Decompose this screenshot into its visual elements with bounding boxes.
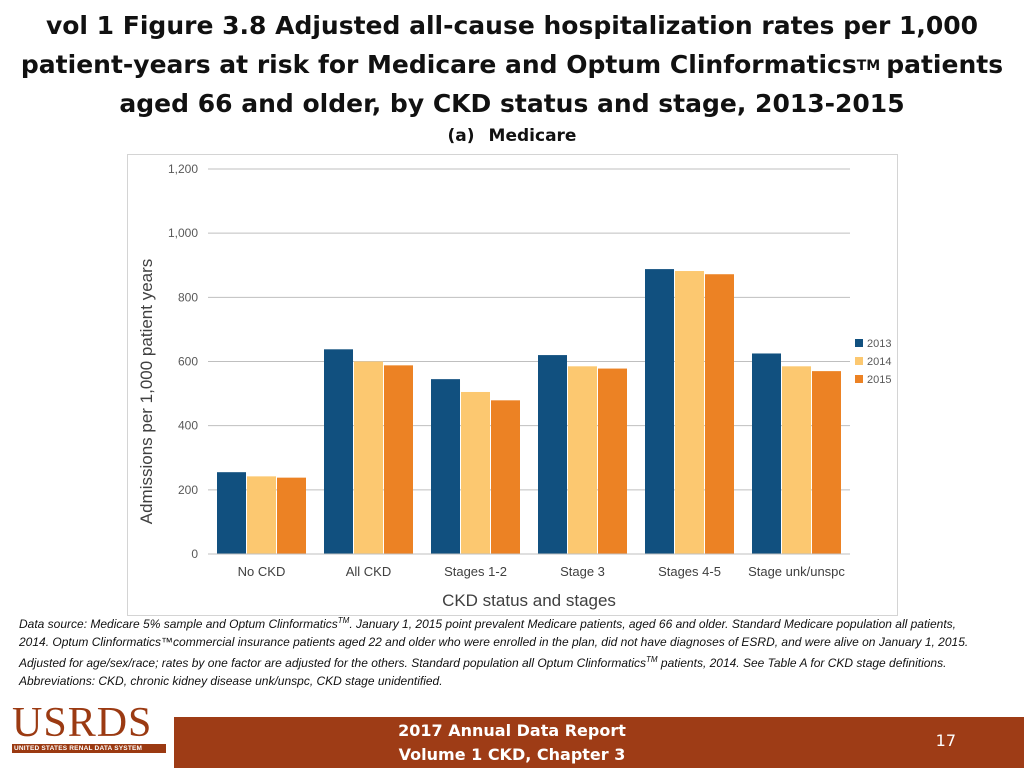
bar-2014: 2014 No CKD: 242 xyxy=(247,476,276,554)
logo-text: USRDS xyxy=(12,700,153,746)
bar-2015: 2015 Stage 3: 578 xyxy=(598,368,627,554)
bar-2015: 2015 All CKD: 588 xyxy=(384,365,413,554)
legend-label-2015: 2015 xyxy=(867,374,891,386)
panel-name: Medicare xyxy=(488,126,577,146)
page-number: 17 xyxy=(935,731,956,750)
panel-subtitle: (a) Medicare xyxy=(0,126,1024,146)
usrds-logo: USRDS UNITED STATES RENAL DATA SYSTEM xyxy=(12,700,166,755)
bar-2014: 2014 All CKD: 600 xyxy=(354,361,383,554)
panel-label: (a) xyxy=(447,126,475,146)
legend-label-2014: 2014 xyxy=(867,356,891,368)
footer-line-1: 2017 Annual Data Report xyxy=(398,721,626,740)
bar-2014: 2014 Stages 1-2: 505 xyxy=(461,391,490,554)
source-tm-1: TM xyxy=(337,616,350,625)
legend-swatch-2013 xyxy=(855,339,863,347)
footer-bar: 2017 Annual Data Report Volume 1 CKD, Ch… xyxy=(174,717,1024,768)
x-tick-label: Stages 4-5 xyxy=(658,564,721,579)
footer-line-2: Volume 1 CKD, Chapter 3 xyxy=(398,745,626,764)
bar-2015: 2015 Stage unk/unspc: 570 xyxy=(812,371,841,554)
bar-2015: 2015 Stages 4-5: 872 xyxy=(705,274,734,554)
source-text-3: patients, 2014. See Table A for CKD stag… xyxy=(19,656,947,688)
y-tick-label: 800 xyxy=(178,290,198,304)
bar-2013: 2013 Stage unk/unspc: 625 xyxy=(752,353,781,554)
y-tick-label: 1,200 xyxy=(168,162,198,176)
source-tm-2: TM xyxy=(646,655,658,664)
x-tick-label: Stages 1-2 xyxy=(444,564,507,579)
slide-title-main: vol 1 Figure 3.8 Adjusted all-cause hosp… xyxy=(20,11,979,79)
source-text-2: . January 1, 2015 point prevalent Medica… xyxy=(19,617,969,670)
trademark-mark: TM xyxy=(856,58,881,74)
slide-title: vol 1 Figure 3.8 Adjusted all-cause hosp… xyxy=(0,6,1024,123)
x-tick-label: Stage unk/unspc xyxy=(748,564,845,579)
bar-2013: 2013 Stages 4-5: 888 xyxy=(645,269,674,554)
bar-2013: 2013 Stage 3: 620 xyxy=(538,355,567,554)
x-tick-label: Stage 3 xyxy=(560,564,605,579)
bar-2015: 2015 Stages 1-2: 479 xyxy=(491,400,520,554)
bar-2014: 2014 Stages 4-5: 882 xyxy=(675,271,704,554)
bar-2014: 2014 Stage unk/unspc: 585 xyxy=(782,366,811,554)
bar-2014: 2014 Stage 3: 585 xyxy=(568,366,597,554)
y-axis-title: Admissions per 1,000 patient years xyxy=(137,259,156,525)
y-tick-label: 0 xyxy=(191,547,198,561)
logo-subtext: UNITED STATES RENAL DATA SYSTEM xyxy=(12,744,166,753)
legend-swatch-2015 xyxy=(855,375,863,383)
bar-2013: 2013 Stages 1-2: 545 xyxy=(431,379,460,554)
y-tick-label: 1,000 xyxy=(168,226,198,240)
slide-title-rest: patients aged 66 and older, by CKD statu… xyxy=(119,50,1004,118)
y-tick-label: 400 xyxy=(178,419,198,433)
legend-swatch-2014 xyxy=(855,357,863,365)
x-axis-title: CKD status and stages xyxy=(442,591,616,610)
footer-text: 2017 Annual Data Report Volume 1 CKD, Ch… xyxy=(174,719,850,767)
x-tick-label: All CKD xyxy=(346,564,392,579)
data-source-note: Data source: Medicare 5% sample and Optu… xyxy=(19,612,979,690)
source-text-1: Data source: Medicare 5% sample and Optu… xyxy=(19,617,338,631)
x-tick-label: No CKD xyxy=(238,564,286,579)
y-tick-label: 200 xyxy=(178,483,198,497)
y-tick-label: 600 xyxy=(178,355,198,369)
bar-2013: 2013 All CKD: 638 xyxy=(324,349,353,554)
bar-2013: 2013 No CKD: 255 xyxy=(217,472,246,554)
legend-label-2013: 2013 xyxy=(867,338,891,350)
bar-2015: 2015 No CKD: 238 xyxy=(277,477,306,554)
